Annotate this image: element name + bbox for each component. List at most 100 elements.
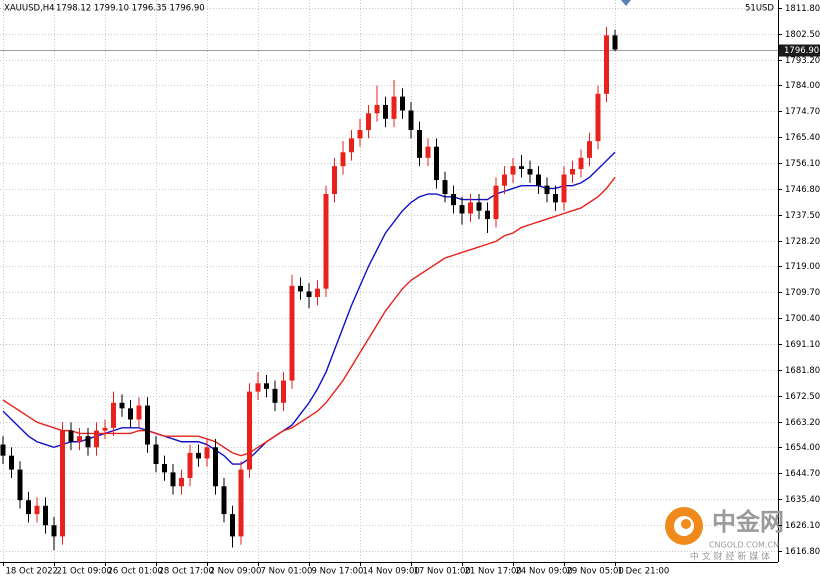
shift-marker: [621, 0, 631, 6]
candle-body: [595, 93, 601, 142]
candle-body: [264, 383, 269, 389]
candle-body: [0, 444, 6, 456]
candle-body: [315, 288, 320, 298]
candle-body: [510, 166, 516, 175]
candle-body: [187, 452, 193, 478]
x-tick-label: 21 Oct 09:00: [57, 567, 112, 577]
candle-body: [77, 436, 82, 442]
candle-body: [213, 447, 218, 487]
x-tick-label: 24 Nov 09:00: [516, 567, 573, 577]
y-tick-label: 1654.00: [785, 443, 820, 453]
y-tick-label: 1802.50: [785, 30, 820, 40]
y-tick-label: 1737.50: [785, 211, 820, 221]
x-tick-label: 26 Oct 01:00: [108, 567, 163, 577]
candle-body: [306, 291, 312, 298]
candle-body: [536, 174, 541, 186]
candle-body: [561, 174, 567, 203]
y-tick-label: 1691.10: [785, 340, 820, 350]
candle-body: [604, 35, 609, 94]
account: 51USD: [745, 4, 774, 14]
y-tick-label: 1746.80: [785, 185, 820, 195]
candle-body: [179, 477, 184, 487]
y-tick-label: 1728.20: [785, 237, 820, 247]
candle-body: [349, 138, 354, 153]
candle-body: [357, 129, 363, 139]
y-tick-label: 1616.80: [785, 547, 820, 557]
symbol: XAUUSD,H4: [4, 4, 55, 14]
y-tick-label: 1681.80: [785, 366, 820, 376]
candle-body: [544, 185, 550, 195]
candle-body: [281, 380, 286, 403]
candle-body: [272, 388, 278, 403]
y-tick-label: 1626.10: [785, 521, 820, 531]
y-tick-label: 1635.40: [785, 495, 820, 505]
candle-body: [425, 146, 431, 158]
logo-slogan: 中 文 财 经 新 媒 体: [690, 551, 770, 563]
candle-body: [17, 469, 23, 501]
candle-body: [366, 113, 371, 130]
y-tick-label: 1709.70: [785, 288, 820, 298]
candle-body: [527, 168, 533, 175]
x-tick-label: 21 Nov 17:00: [465, 567, 522, 577]
plot-area: [0, 0, 778, 562]
candle-body: [493, 185, 499, 220]
candle-body: [43, 505, 48, 526]
candle-body: [519, 166, 524, 169]
candle-body: [255, 383, 261, 392]
candle-body: [136, 405, 142, 420]
candle-body: [459, 205, 465, 214]
y-tick-label: 1784.00: [785, 81, 820, 91]
logo: 中金网 CNGOLD.COM.CN 中 文 财 经 新 媒 体: [665, 507, 784, 563]
y-tick-label: 1700.40: [785, 314, 820, 324]
candle-body: [578, 157, 584, 169]
x-tick-label: 9 Nov 17:00: [312, 567, 364, 577]
candle-body: [9, 455, 14, 470]
candle-body: [34, 505, 40, 515]
candle-body: [417, 129, 422, 158]
candle-body: [391, 96, 397, 119]
candle-body: [221, 486, 227, 515]
candle-body: [230, 514, 235, 537]
candle-body: [247, 391, 252, 470]
candle-body: [51, 525, 57, 537]
candle-body: [26, 500, 31, 515]
candle-body: [68, 430, 74, 442]
candle-body: [468, 202, 473, 214]
candle-body: [289, 285, 295, 381]
candle-body: [119, 402, 125, 409]
candle-body: [145, 405, 150, 445]
candle-body: [476, 202, 482, 211]
y-tick-label: 1719.00: [785, 262, 820, 272]
logo-icon-dot: [681, 519, 691, 529]
y-tick-label: 1756.10: [785, 159, 820, 169]
x-tick-label: 28 Oct 17:00: [159, 567, 214, 577]
candle-body: [400, 96, 405, 111]
candle-body: [85, 436, 91, 448]
candle-body: [162, 464, 167, 473]
candle-body: [94, 430, 99, 448]
current-price-label: 1796.90: [784, 46, 819, 56]
logo-site: CNGOLD.COM.CN: [709, 541, 779, 550]
candle-body: [408, 110, 414, 130]
y-tick-label: 1663.20: [785, 418, 820, 428]
y-tick-label: 1765.40: [785, 133, 820, 143]
x-tick-label: 2 Nov 09:00: [210, 567, 262, 577]
x-tick-label: 29 Nov 05:00: [567, 567, 624, 577]
candle-body: [340, 152, 346, 167]
candle-body: [323, 194, 329, 289]
candle-body: [451, 194, 456, 206]
candle-body: [383, 104, 388, 119]
ohlc: 1798.12 1799.10 1796.35 1796.90: [56, 4, 205, 14]
candle-body: [298, 285, 303, 292]
x-tick-label: 14 Nov 09:00: [363, 567, 420, 577]
candle-body: [60, 430, 65, 537]
y-tick-label: 1793.20: [785, 56, 820, 66]
candle-body: [434, 146, 439, 181]
x-tick-label: 1 Dec 21:00: [618, 567, 670, 577]
y-tick-label: 1672.50: [785, 392, 820, 402]
candle-body: [238, 469, 244, 537]
candle-body: [111, 402, 116, 428]
candle-body: [485, 210, 490, 220]
candle-body: [204, 447, 210, 459]
